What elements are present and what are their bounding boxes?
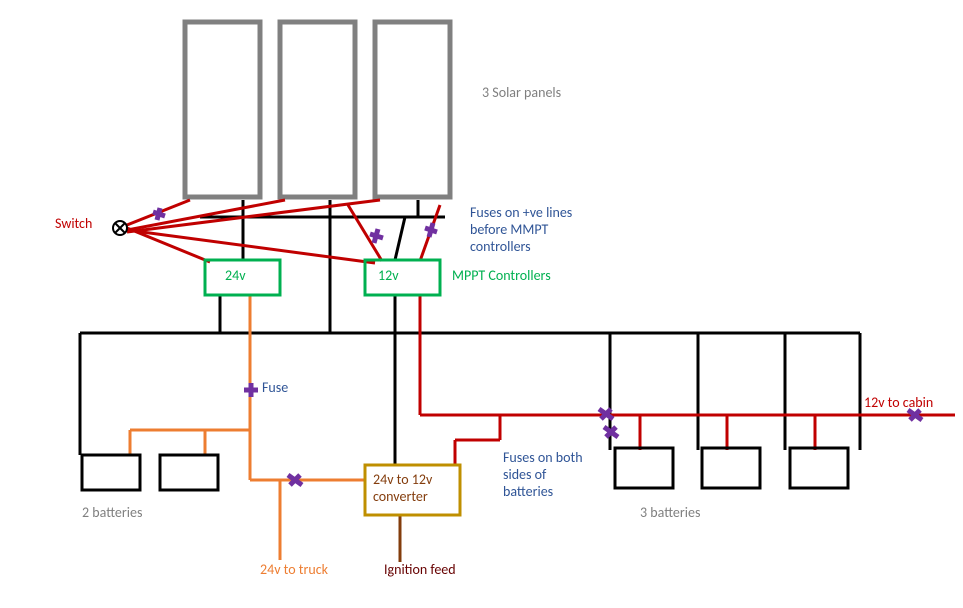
fuses-batteries-label: Fuses on both sides of batteries bbox=[503, 450, 583, 500]
twelve-to-cabin-label: 12v to cabin bbox=[864, 395, 933, 412]
fuses-mppt-label: Fuses on +ve lines before MMPT controlle… bbox=[470, 205, 572, 255]
right-batteries bbox=[615, 448, 848, 488]
left-batteries bbox=[82, 455, 218, 490]
twentyfour-to-truck-label: 24v to truck bbox=[260, 562, 328, 579]
orange-24v-wires bbox=[130, 295, 365, 560]
two-batteries-label: 2 batteries bbox=[82, 505, 142, 522]
switch-label: Switch bbox=[55, 216, 92, 233]
three-batteries-label: 3 batteries bbox=[640, 505, 700, 522]
ignition-feed-label: Ignition feed bbox=[384, 562, 456, 579]
solar-panels-label: 3 Solar panels bbox=[482, 85, 561, 102]
solar-panels bbox=[185, 22, 450, 197]
mppt-12v-label: 12v bbox=[378, 268, 399, 285]
fuse-label: Fuse bbox=[262, 380, 288, 397]
converter-label: 24v to 12v converter bbox=[373, 472, 432, 506]
mppt-24v-label: 24v bbox=[225, 268, 246, 285]
mppt-controllers-label: MPPT Controllers bbox=[452, 268, 551, 285]
switch-icon bbox=[113, 221, 127, 235]
